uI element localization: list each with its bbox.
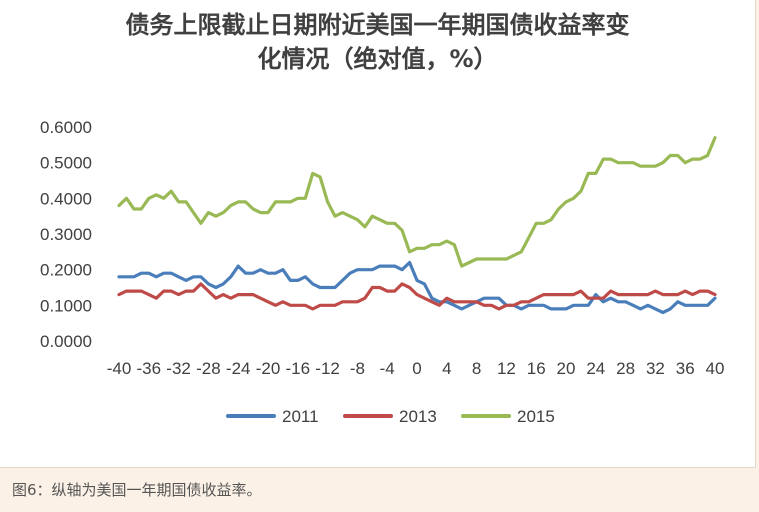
chart-title-line-2: 化情况（绝对值，%）	[257, 45, 498, 73]
line-chart: 0.0000 0.1000 0.2000 0.3000 0.4000 0.5000 0.60…	[40, 118, 725, 426]
series-line-2011	[117, 260, 717, 315]
legend-label-2013: 2013	[399, 407, 437, 426]
legend-label-2015: 2015	[517, 407, 555, 426]
x-tick-label: -12	[315, 359, 340, 378]
x-tick-label: -32	[166, 359, 191, 378]
figure-caption: 图6：纵轴为美国一年期国债收益率。	[12, 481, 262, 499]
x-tick-label: -28	[196, 359, 221, 378]
x-tick-label: 16	[527, 359, 546, 378]
y-tick-label: 0.0000	[40, 332, 92, 351]
x-tick-label: -24	[226, 359, 251, 378]
chart-title: 债务上限截止日期附近美国一年期国债收益率变 化情况（绝对值，%）	[0, 8, 755, 76]
x-tick-label: 32	[646, 359, 665, 378]
x-tick-label: -20	[256, 359, 281, 378]
legend-label-2011: 2011	[282, 407, 319, 426]
x-tick-label: 20	[557, 359, 576, 378]
x-tick-label: -16	[286, 359, 311, 378]
x-tick-label: -40	[107, 359, 132, 378]
x-tick-label: -8	[350, 359, 365, 378]
series-line-2015	[117, 136, 717, 268]
x-tick-label: 40	[706, 359, 725, 378]
y-tick-label: 0.6000	[40, 118, 92, 137]
x-tick-label: 36	[676, 359, 695, 378]
x-tick-label: 12	[497, 359, 516, 378]
y-tick-label: 0.1000	[40, 296, 92, 315]
series-line-2013	[117, 282, 717, 311]
x-tick-label: 8	[472, 359, 481, 378]
x-tick-label: -36	[137, 359, 162, 378]
chart-title-line-1: 债务上限截止日期附近美国一年期国债收益率变	[125, 11, 630, 39]
x-tick-label: 4	[442, 359, 451, 378]
x-tick-label: 28	[616, 359, 635, 378]
y-tick-label: 0.2000	[40, 261, 92, 280]
y-tick-label: 0.3000	[40, 225, 92, 244]
x-tick-label: 0	[412, 359, 421, 378]
x-tick-label: -4	[380, 359, 395, 378]
x-tick-label: 24	[586, 359, 605, 378]
y-tick-label: 0.5000	[40, 154, 92, 173]
chart-panel: 债务上限截止日期附近美国一年期国债收益率变 化情况（绝对值，%） 0.0000 0…	[0, 0, 756, 468]
y-tick-label: 0.4000	[40, 189, 92, 208]
